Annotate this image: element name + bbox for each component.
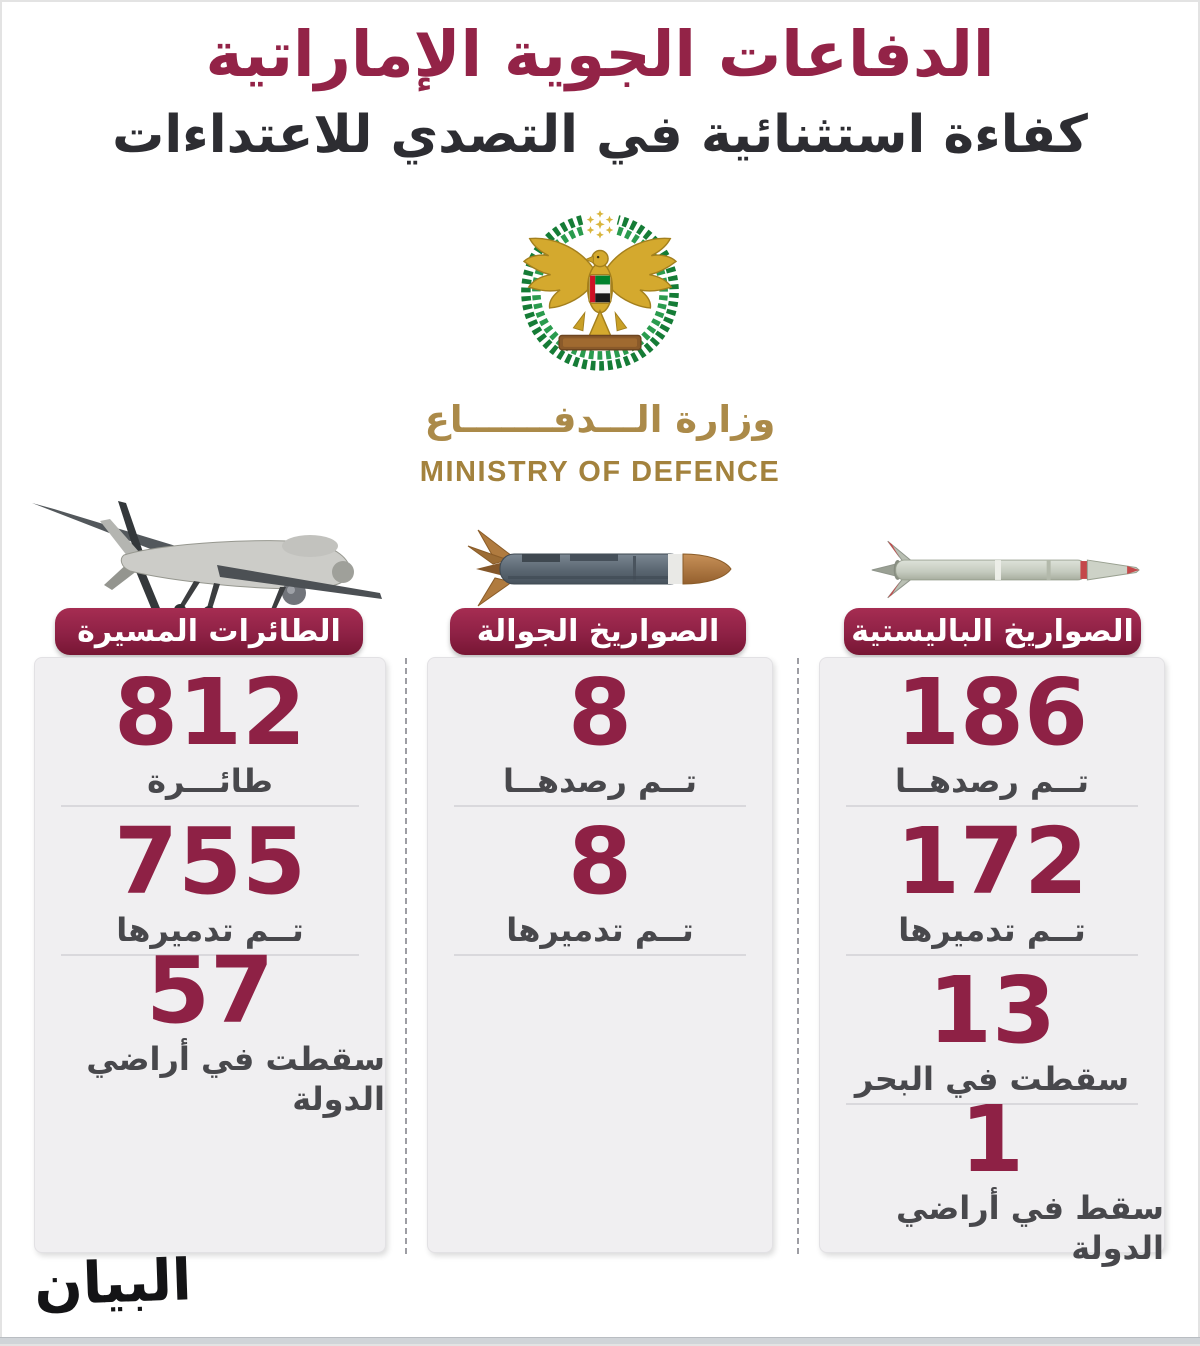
mod-emblem (505, 192, 695, 384)
drone-icon (32, 501, 382, 622)
stat-value: 1 (959, 1085, 1024, 1193)
column-separator (405, 658, 407, 1254)
stat-ballistic-detected: 186 تــم رصدهــا (820, 658, 1164, 805)
wreath-banner-icon (558, 334, 642, 351)
column-separator (797, 658, 799, 1254)
ballistic-header: الصواريخ الباليستية (844, 608, 1141, 655)
stat-label: سقطت في أراضي الدولة (86, 1039, 385, 1118)
stat-value: 8 (567, 658, 632, 766)
cruise-missiles-card: 8 تــم رصدهــا 8 تــم تدميرها (427, 657, 773, 1253)
stars-icon (586, 210, 614, 239)
stat-value: 57 (145, 936, 275, 1044)
cruise-header: الصواريخ الجوالة (450, 608, 746, 655)
stat-label: طائـــرة (147, 761, 273, 800)
stat-label: تــم رصدهــا (894, 761, 1090, 800)
stat-value: 186 (895, 658, 1089, 766)
stat-value: 8 (567, 807, 632, 915)
mod-emblem-icon (521, 210, 679, 371)
cruise-missile-icon (467, 529, 732, 607)
stat-value: 755 (113, 807, 307, 915)
al-bayan-logo: البيان (32, 1247, 193, 1319)
divider (61, 805, 359, 807)
ballistic-missile-icon (871, 540, 1140, 599)
stat-drones-detected: 812 طائـــرة (35, 658, 385, 805)
divider (846, 954, 1138, 956)
stat-label: تــم تدميرها (898, 910, 1086, 949)
divider (454, 954, 746, 956)
stat-cruise-detected: 8 تــم رصدهــا (428, 658, 772, 805)
stat-label: تــم تدميرها (116, 910, 304, 949)
stat-ballistic-destroyed: 172 تــم تدميرها (820, 807, 1164, 954)
stat-ballistic-fell-on-land: 1 سقط في أراضي الدولة (820, 1093, 1164, 1267)
divider (454, 805, 746, 807)
ministry-name-arabic: وزارة الـــدفـــــــاع (424, 398, 776, 441)
page-title: الدفاعات الجوية الإماراتية (205, 18, 995, 91)
uae-flag-shield-icon (588, 273, 612, 304)
stat-label: تــم رصدهــا (502, 761, 698, 800)
divider (61, 954, 359, 956)
ballistic-missile-image (848, 536, 1146, 602)
drone-image (12, 497, 387, 625)
drones-header: الطائرات المسيرة (55, 608, 363, 655)
ballistic-missiles-card: 186 تــم رصدهــا 172 تــم تدميرها 13 سقط… (819, 657, 1165, 1267)
stat-value: 13 (927, 956, 1057, 1064)
stat-label: تــم تدميرها (506, 910, 694, 949)
stat-drones-destroyed: 755 تــم تدميرها (35, 807, 385, 954)
stat-label: سقطت في البحر (854, 1059, 1130, 1098)
stat-value: 812 (113, 658, 307, 766)
stat-drones-fell-on-land: 57 سقطت في أراضي الدولة (35, 944, 385, 1118)
stat-value: 172 (895, 807, 1089, 915)
drones-card: 812 طائـــرة 755 تــم تدميرها 57 سقطت في… (34, 657, 386, 1253)
stat-cruise-destroyed: 8 تــم تدميرها (428, 807, 772, 954)
divider (846, 1103, 1138, 1105)
stat-label: سقط في أراضي الدولة (895, 1188, 1164, 1267)
page-subtitle: كفاءة استثنائية في التصدي للاعتداءات (112, 105, 1088, 165)
cruise-missile-image (448, 522, 748, 612)
ministry-name-english: MINISTRY OF DEFENCE (419, 456, 781, 488)
bottom-border (0, 1337, 1200, 1344)
stat-ballistic-fell-in-sea: 13 سقطت في البحر (820, 956, 1164, 1103)
falcon-icon (523, 237, 678, 342)
divider (846, 805, 1138, 807)
